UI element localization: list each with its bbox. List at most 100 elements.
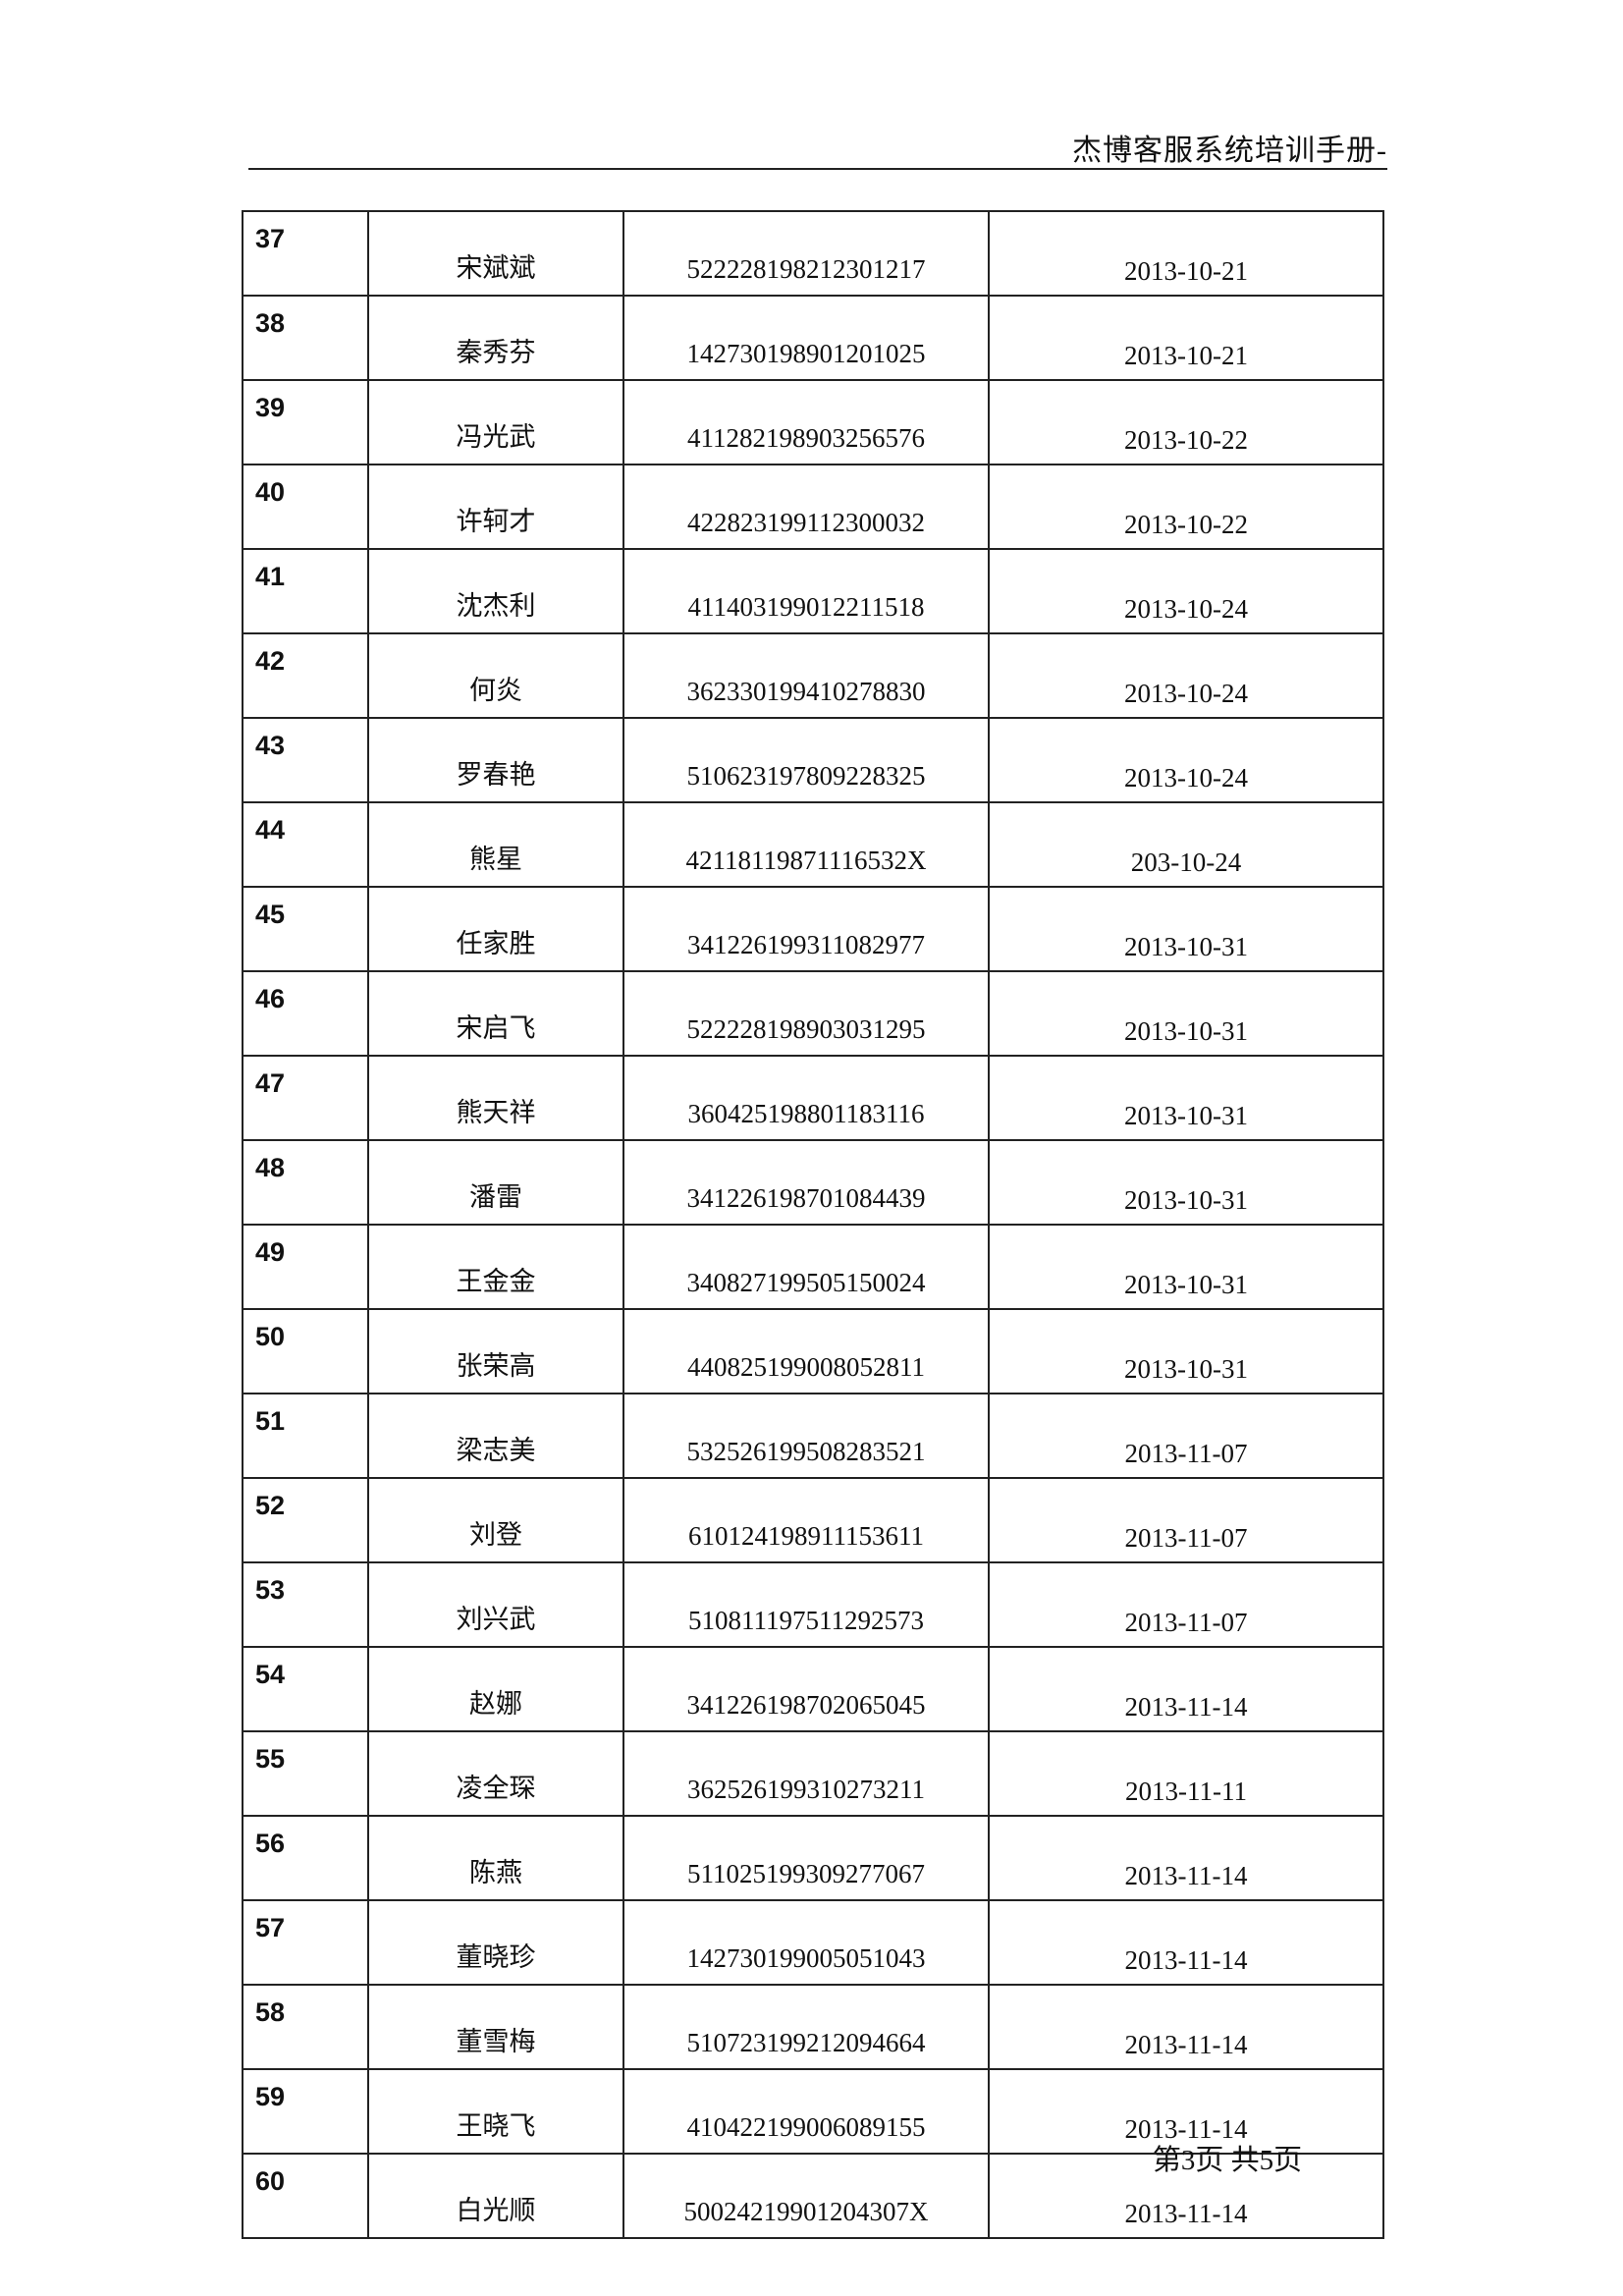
id-number-cell: 510623197809228325 — [622, 717, 990, 803]
row-number-cell: 49 — [242, 1224, 369, 1310]
id-number-cell: 522228198212301217 — [622, 210, 990, 297]
id-number-cell: 142730199005051043 — [622, 1899, 990, 1986]
table-row: 49 王金金 340827199505150024 2013-10-31 — [242, 1224, 1384, 1310]
header-divider — [248, 168, 1387, 170]
person-name-cell: 赵娜 — [367, 1646, 624, 1732]
person-name-cell: 董晓珍 — [367, 1899, 624, 1986]
person-name-cell: 董雪梅 — [367, 1984, 624, 2070]
date-cell: 2013-10-22 — [988, 464, 1384, 550]
table-row: 52 刘登 610124198911153611 2013-11-07 — [242, 1477, 1384, 1563]
id-number-cell: 422823199112300032 — [622, 464, 990, 550]
table-row: 53 刘兴武 510811197511292573 2013-11-07 — [242, 1561, 1384, 1648]
table-row: 44 熊星 42118119871116532X 203-10-24 — [242, 801, 1384, 888]
person-name-cell: 沈杰利 — [367, 548, 624, 634]
table-row: 56 陈燕 511025199309277067 2013-11-14 — [242, 1815, 1384, 1901]
table-row: 58 董雪梅 510723199212094664 2013-11-14 — [242, 1984, 1384, 2070]
row-number-cell: 42 — [242, 632, 369, 719]
table-row: 47 熊天祥 360425198801183116 2013-10-31 — [242, 1055, 1384, 1141]
id-number-cell: 341226199311082977 — [622, 886, 990, 972]
date-cell: 2013-11-07 — [988, 1477, 1384, 1563]
table-row: 42 何炎 362330199410278830 2013-10-24 — [242, 632, 1384, 719]
table-row: 55 凌全琛 362526199310273211 2013-11-11 — [242, 1730, 1384, 1817]
person-name-cell: 王金金 — [367, 1224, 624, 1310]
date-cell: 2013-10-24 — [988, 632, 1384, 719]
roster-table: 37 宋斌斌 522228198212301217 2013-10-21 38 秦秀芬 14… — [242, 210, 1384, 2239]
person-name-cell: 任家胜 — [367, 886, 624, 972]
person-name-cell: 陈燕 — [367, 1815, 624, 1901]
person-name-cell: 刘兴武 — [367, 1561, 624, 1648]
id-number-cell: 411403199012211518 — [622, 548, 990, 634]
row-number-cell: 57 — [242, 1899, 369, 1986]
date-cell: 203-10-24 — [988, 801, 1384, 888]
row-number-cell: 37 — [242, 210, 369, 297]
id-number-cell: 510723199212094664 — [622, 1984, 990, 2070]
row-number-cell: 41 — [242, 548, 369, 634]
person-name-cell: 熊天祥 — [367, 1055, 624, 1141]
row-number-cell: 59 — [242, 2068, 369, 2155]
table-row: 41 沈杰利 411403199012211518 2013-10-24 — [242, 548, 1384, 634]
id-number-cell: 610124198911153611 — [622, 1477, 990, 1563]
date-cell: 2013-10-31 — [988, 1055, 1384, 1141]
id-number-cell: 341226198701084439 — [622, 1139, 990, 1226]
table-row: 50 张荣高 440825199008052811 2013-10-31 — [242, 1308, 1384, 1394]
id-number-cell: 440825199008052811 — [622, 1308, 990, 1394]
table-row: 45 任家胜 341226199311082977 2013-10-31 — [242, 886, 1384, 972]
table-row: 39 冯光武 411282198903256576 2013-10-22 — [242, 379, 1384, 465]
row-number-cell: 50 — [242, 1308, 369, 1394]
id-number-cell: 532526199508283521 — [622, 1393, 990, 1479]
row-number-cell: 38 — [242, 295, 369, 381]
row-number-cell: 51 — [242, 1393, 369, 1479]
date-cell: 2013-10-31 — [988, 886, 1384, 972]
row-number-cell: 55 — [242, 1730, 369, 1817]
table-row: 60 白光顺 50024219901204307X 2013-11-14 — [242, 2153, 1384, 2239]
id-number-cell: 50024219901204307X — [622, 2153, 990, 2239]
person-name-cell: 罗春艳 — [367, 717, 624, 803]
table-row: 54 赵娜 341226198702065045 2013-11-14 — [242, 1646, 1384, 1732]
id-number-cell: 42118119871116532X — [622, 801, 990, 888]
date-cell: 2013-10-24 — [988, 717, 1384, 803]
date-cell: 2013-10-22 — [988, 379, 1384, 465]
person-name-cell: 刘登 — [367, 1477, 624, 1563]
row-number-cell: 53 — [242, 1561, 369, 1648]
person-name-cell: 白光顺 — [367, 2153, 624, 2239]
id-number-cell: 511025199309277067 — [622, 1815, 990, 1901]
id-number-cell: 340827199505150024 — [622, 1224, 990, 1310]
row-number-cell: 54 — [242, 1646, 369, 1732]
row-number-cell: 58 — [242, 1984, 369, 2070]
person-name-cell: 何炎 — [367, 632, 624, 719]
id-number-cell: 362330199410278830 — [622, 632, 990, 719]
person-name-cell: 凌全琛 — [367, 1730, 624, 1817]
id-number-cell: 362526199310273211 — [622, 1730, 990, 1817]
date-cell: 2013-10-21 — [988, 295, 1384, 381]
table-row: 40 许轲才 422823199112300032 2013-10-22 — [242, 464, 1384, 550]
row-number-cell: 39 — [242, 379, 369, 465]
id-number-cell: 341226198702065045 — [622, 1646, 990, 1732]
id-number-cell: 360425198801183116 — [622, 1055, 990, 1141]
date-cell: 2013-11-11 — [988, 1730, 1384, 1817]
row-number-cell: 48 — [242, 1139, 369, 1226]
date-cell: 2013-11-14 — [988, 1815, 1384, 1901]
date-cell: 2013-11-14 — [988, 1899, 1384, 1986]
date-cell: 2013-11-07 — [988, 1561, 1384, 1648]
id-number-cell: 142730198901201025 — [622, 295, 990, 381]
table-row: 37 宋斌斌 522228198212301217 2013-10-21 — [242, 210, 1384, 297]
date-cell: 2013-11-07 — [988, 1393, 1384, 1479]
person-name-cell: 许轲才 — [367, 464, 624, 550]
table-row: 59 王晓飞 410422199006089155 2013-11-14 — [242, 2068, 1384, 2155]
row-number-cell: 47 — [242, 1055, 369, 1141]
row-number-cell: 46 — [242, 970, 369, 1057]
date-cell: 2013-10-21 — [988, 210, 1384, 297]
date-cell: 2013-11-14 — [988, 2068, 1384, 2155]
id-number-cell: 510811197511292573 — [622, 1561, 990, 1648]
date-cell: 2013-10-24 — [988, 548, 1384, 634]
id-number-cell: 410422199006089155 — [622, 2068, 990, 2155]
row-number-cell: 52 — [242, 1477, 369, 1563]
person-name-cell: 宋启飞 — [367, 970, 624, 1057]
row-number-cell: 40 — [242, 464, 369, 550]
row-number-cell: 43 — [242, 717, 369, 803]
date-cell: 2013-10-31 — [988, 1139, 1384, 1226]
table-row: 43 罗春艳 510623197809228325 2013-10-24 — [242, 717, 1384, 803]
person-name-cell: 潘雷 — [367, 1139, 624, 1226]
person-name-cell: 王晓飞 — [367, 2068, 624, 2155]
row-number-cell: 44 — [242, 801, 369, 888]
